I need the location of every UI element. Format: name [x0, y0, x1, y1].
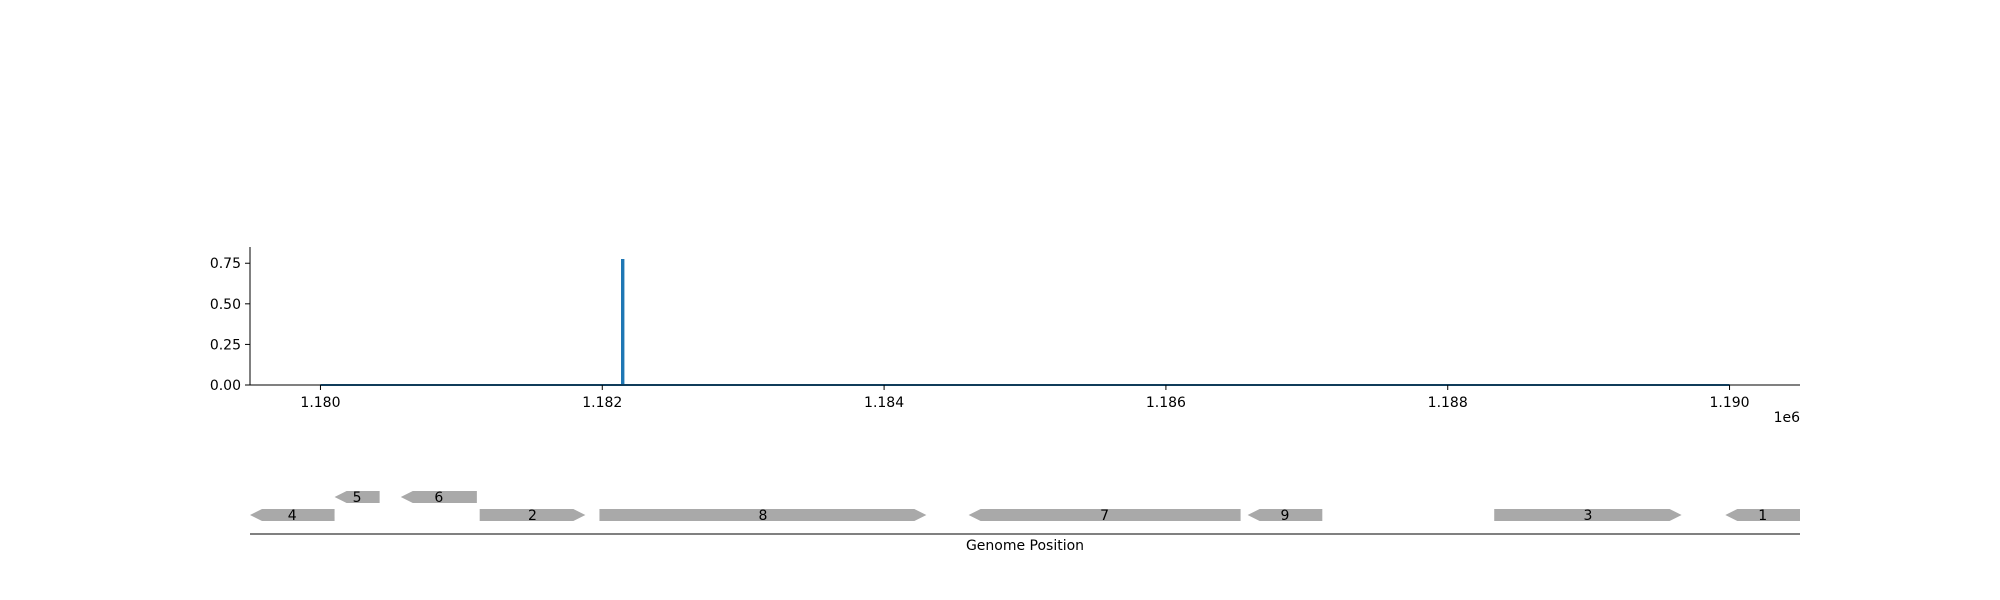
coverage-line-0: [320, 258, 1730, 386]
gene-arrow-6: [400, 491, 477, 503]
gene-label-3: 3: [1583, 508, 1592, 524]
x-tick-label: 1.180: [300, 395, 340, 411]
x-ticks: 1.180 1.182 1.184 1.186 1.188 1.190: [300, 385, 1750, 411]
gene-label-7: 7: [1100, 508, 1109, 524]
gene-label-6: 6: [434, 490, 443, 506]
gene-arrow-1: [1725, 509, 1800, 521]
gene-label-4: 4: [288, 508, 297, 524]
gene-arrow-2: [479, 509, 586, 521]
gene-label-9: 9: [1281, 508, 1290, 524]
gene-label-1: 1: [1758, 508, 1767, 524]
y-tick-label: 0.00: [210, 378, 241, 394]
coverage-series: [320, 258, 1730, 386]
y-tick-label: 0.25: [210, 337, 241, 353]
genome-axis-label: Genome Position: [966, 538, 1084, 554]
x-tick-label: 1.190: [1709, 395, 1749, 411]
coverage-plot: 1.180 1.182 1.184 1.186 1.188 1.190 0.000.250…: [210, 247, 1800, 426]
x-tick-label: 1.188: [1428, 395, 1468, 411]
gene-arrow-9: [1247, 509, 1323, 521]
y-ticks: 0.00 0.25 0.50 0.75: [210, 256, 250, 394]
y-tick-label: 0.75: [210, 256, 241, 272]
gene-arrow-5: [334, 491, 380, 503]
x-offset-label: 1e6: [1774, 410, 1801, 426]
x-tick-label: 1.186: [1146, 395, 1186, 411]
gene-label-5: 5: [353, 490, 362, 506]
gene-arrow-4: [250, 509, 335, 521]
gene-arrow-3: [1494, 509, 1682, 521]
gene-track: 4 5 6 2 8 7 9 3 1 Genome Position: [250, 490, 1800, 554]
y-tick-label: 0.50: [210, 297, 241, 313]
x-tick-label: 1.182: [582, 395, 622, 411]
x-tick-label: 1.184: [864, 395, 904, 411]
gene-label-2: 2: [528, 508, 537, 524]
genes: 4 5 6 2 8 7 9 3 1: [250, 490, 1800, 524]
gene-label-8: 8: [758, 508, 767, 524]
gene-arrow-7: [968, 509, 1241, 521]
gene-arrow-8: [599, 509, 927, 521]
